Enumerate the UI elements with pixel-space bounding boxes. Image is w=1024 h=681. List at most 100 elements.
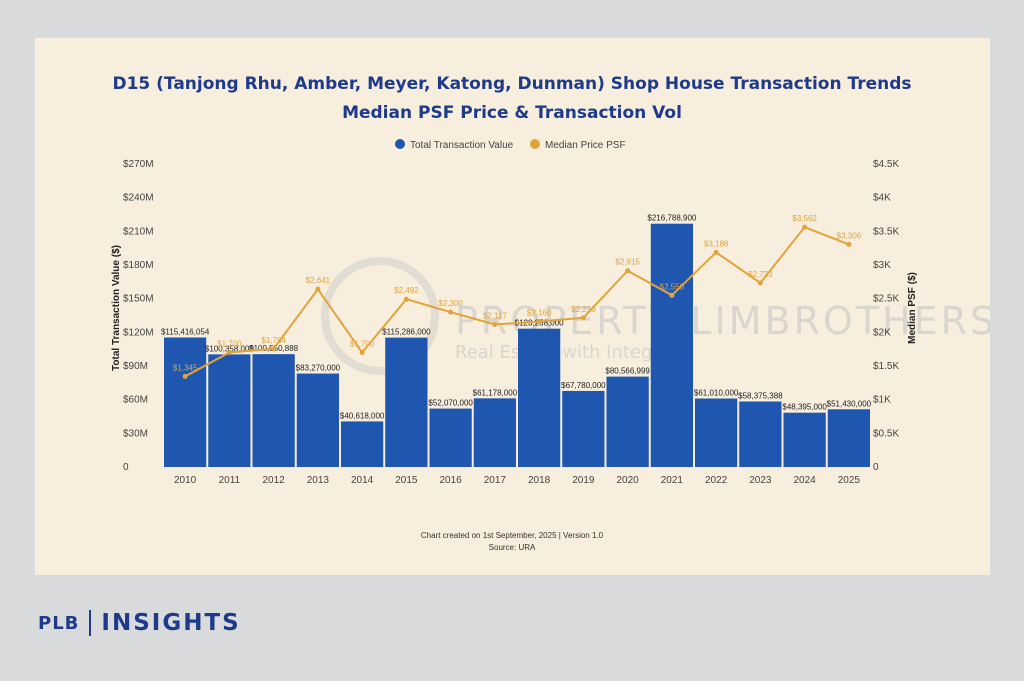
psf-value-label: $2,550 [660,282,685,291]
psf-value-label: $2,216 [571,305,596,314]
psf-value-label: $3,562 [792,214,817,223]
bar-value-label: $67,780,000 [561,381,606,390]
chart-card: PROPERTY LIMBROTHERS Real Estate with In… [35,38,990,575]
brand-insights-text: INSIGHTS [101,610,241,636]
y-tick-label: $30M [123,428,148,439]
bar-2017 [473,398,516,467]
psf-point-2017 [492,321,498,327]
psf-point-2016 [448,309,454,315]
x-tick-label: 2024 [794,475,817,486]
bar-2011 [208,354,251,467]
bar-value-label: $40,618,000 [340,411,385,420]
y2-tick-label: 0 [873,462,879,473]
bar-2012 [252,354,295,467]
x-tick-label: 2018 [528,475,551,486]
psf-value-label: $3,306 [837,231,862,240]
y-tick-label: $60M [123,395,148,406]
bar-value-label: $216,788,900 [647,214,696,223]
legend-label-line: Median Price PSF [545,140,626,151]
bar-2016 [429,408,472,467]
psf-value-label: $2,492 [394,286,419,295]
y2-tick-label: $0.5K [873,428,899,439]
bar-value-label: $61,010,000 [694,389,739,398]
x-axis: 2010 2011 2012 2013 2014 2015 2016 2017 2018 2019… [174,475,860,486]
x-tick-label: 2011 [219,475,241,486]
psf-point-2013 [315,286,321,292]
x-tick-label: 2021 [661,475,684,486]
psf-point-2025 [846,241,852,247]
legend: Total Transaction Value Median Price PSF [395,139,626,151]
x-tick-label: 2010 [174,475,197,486]
chart-title: D15 (Tanjong Rhu, Amber, Meyer, Katong, … [112,74,911,94]
legend-label-bar: Total Transaction Value [410,140,514,151]
x-tick-label: 2025 [838,475,861,486]
brand-logo: PLB INSIGHTS [38,610,241,636]
psf-point-2021 [669,292,675,298]
x-tick-label: 2017 [484,475,507,486]
bar-2014 [341,421,384,467]
psf-point-2010 [182,373,188,379]
bar-2024 [783,412,826,467]
y-tick-label: $150M [123,294,154,305]
x-tick-label: 2014 [351,475,374,486]
x-tick-label: 2020 [617,475,640,486]
psf-value-label: $3,188 [704,239,729,248]
bar-2021 [650,223,693,467]
bar-2013 [296,373,339,467]
bar-2023 [739,401,782,467]
y2-tick-label: $1K [873,395,891,406]
psf-point-2020 [625,268,631,274]
bar-value-label: $100,358,000 [205,344,254,353]
psf-point-2014 [359,350,365,356]
bar-value-label: $115,286,000 [382,328,431,337]
psf-point-2022 [713,249,719,255]
y2-tick-label: $2.5K [873,294,899,305]
y-axis-left: 0 $30M $60M $90M $120M $150M $180M $210M $240M $2… [123,159,154,473]
psf-value-label: $2,160 [527,309,552,318]
x-tick-label: 2016 [440,475,463,486]
footer-source: Source: URA [489,543,536,552]
psf-value-label: $1,700 [217,340,242,349]
y-tick-label: 0 [123,462,129,473]
psf-point-2019 [580,315,586,321]
watermark-subtext: Real Estate with Integrity [455,342,683,363]
chart-subtitle: Median PSF Price & Transaction Vol [342,103,682,123]
psf-value-label: $2,117 [483,311,507,320]
y-axis-right: 0 $0.5K $1K $1.5K $2K $2.5K $3K $3.5K $4K $4.5K [873,159,899,473]
psf-line [184,225,850,378]
x-tick-label: 2022 [705,475,728,486]
y2-tick-label: $4.5K [873,159,899,170]
x-tick-label: 2013 [307,475,330,486]
y2-tick-label: $1.5K [873,361,899,372]
y2-tick-label: $3.5K [873,226,899,237]
y-tick-label: $180M [123,260,154,271]
y-tick-label: $120M [123,327,154,338]
watermark-logo-icon [321,257,439,375]
bar-value-label: $48,395,000 [782,403,827,412]
psf-value-label: $1,345 [173,363,198,372]
y2-tick-label: $3K [873,260,891,271]
x-tick-label: 2012 [263,475,286,486]
bar-2015 [385,337,428,467]
y-tick-label: $90M [123,361,148,372]
legend-swatch-bar [395,139,405,149]
bar-value-label: $80,566,999 [605,367,650,376]
bar-value-label: $52,070,000 [428,399,473,408]
y-tick-label: $210M [123,226,154,237]
psf-value-label: $1,754 [261,336,286,345]
y2-tick-label: $4K [873,193,891,204]
bar-value-label: $115,416,054 [161,327,210,336]
bar-value-label: $51,430,000 [827,399,872,408]
psf-value-label: $2,641 [306,276,331,285]
line-series: $1,345 $1,700 $1,754 $2,641 $1,700 $2,492 $2,3… [173,214,862,379]
bar-value-label: $83,270,000 [296,364,341,373]
psf-point-2011 [226,350,232,356]
footer-created: Chart created on 1st September, 2025 | V… [421,531,604,540]
y-axis-title: Total Transaction Value ($) [111,245,122,371]
legend-swatch-line [530,139,540,149]
x-tick-label: 2023 [749,475,772,486]
y-tick-label: $240M [123,193,154,204]
brand-divider [89,610,92,636]
x-tick-label: 2015 [395,475,418,486]
psf-point-2012 [271,346,277,352]
